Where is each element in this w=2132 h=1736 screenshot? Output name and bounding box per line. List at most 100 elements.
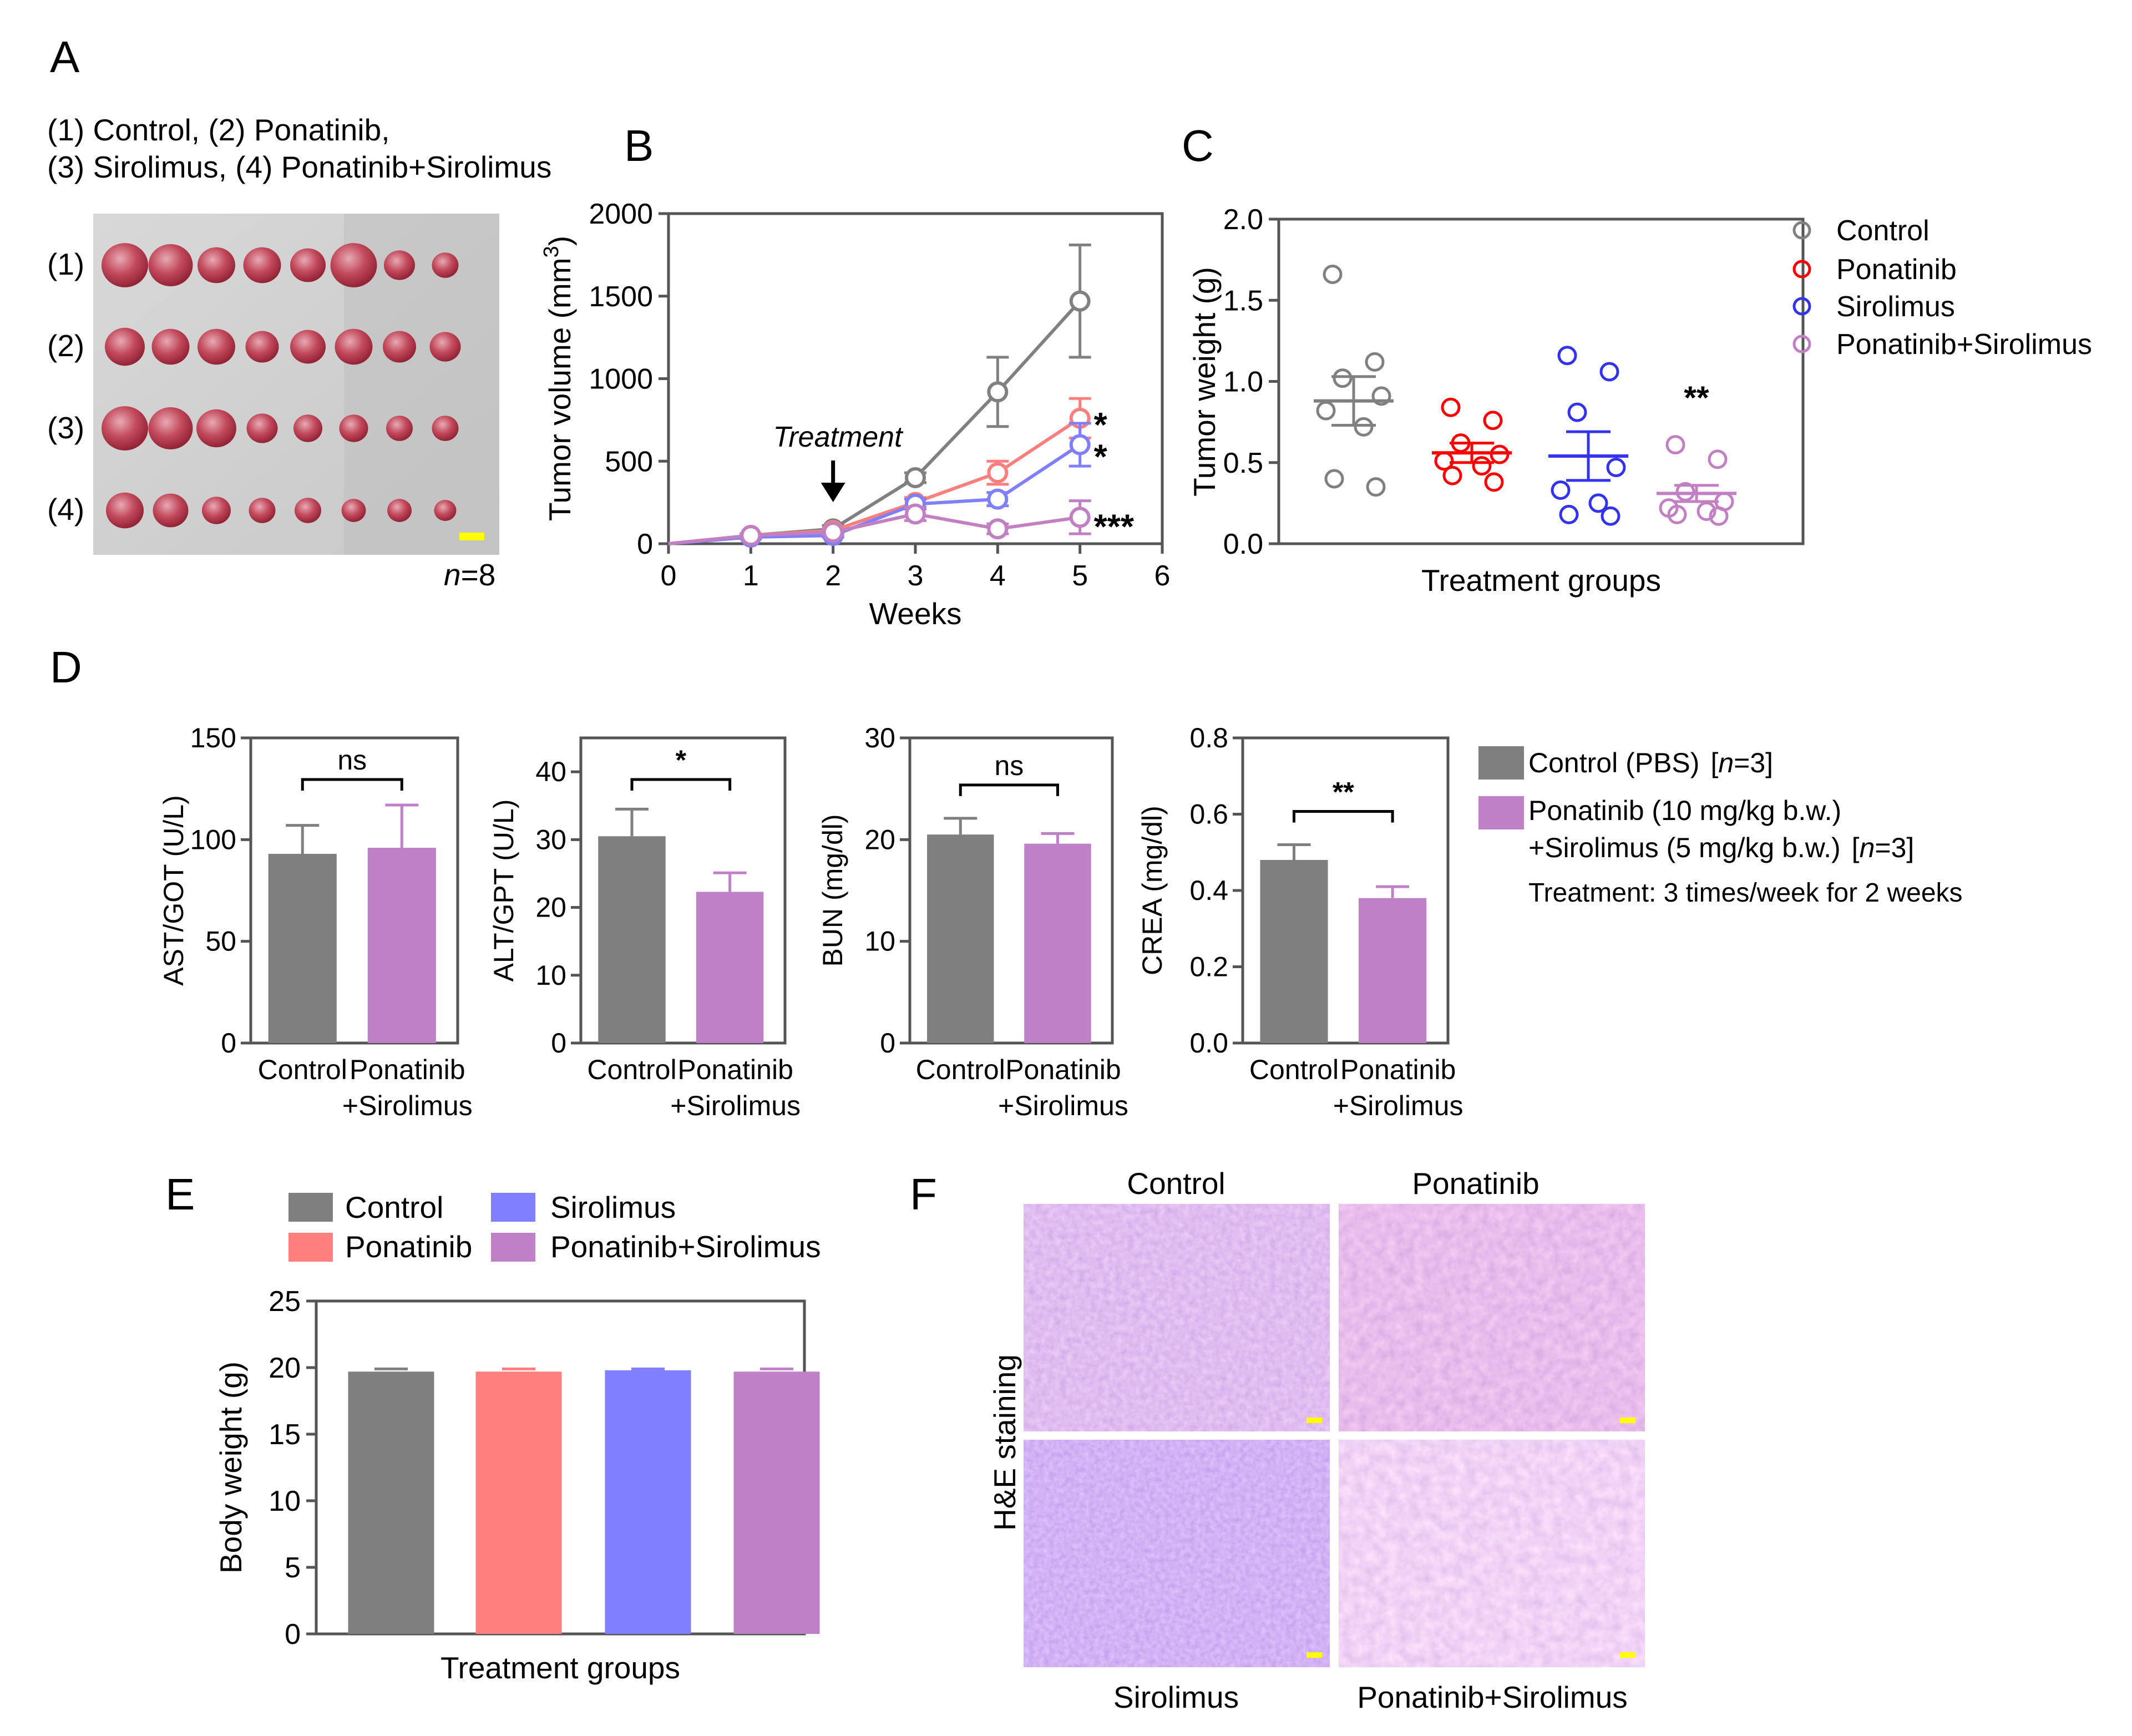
scatter-point <box>1557 346 1577 366</box>
scatter-point <box>1709 506 1729 526</box>
x-tick-label: 5 <box>1072 560 1088 592</box>
y-tick-label: 500 <box>605 446 653 478</box>
scatter-point <box>1354 417 1374 437</box>
scatter-point <box>1665 435 1685 455</box>
y-tick-label: 1.0 <box>1223 366 1263 398</box>
legend-label-ponatinib: Ponatinib <box>1836 254 1957 286</box>
tumor-sample <box>335 328 373 365</box>
y-axis-label: Body weight (g) <box>214 1362 248 1573</box>
scale-bar <box>1306 1652 1322 1658</box>
y-tick-label: 20 <box>864 824 895 855</box>
tumor-sample <box>106 492 144 529</box>
legend-swatch-combo <box>1478 796 1524 829</box>
data-point <box>740 525 762 546</box>
y-tick-label: 0.0 <box>1189 1028 1228 1059</box>
y-tick-label: 0 <box>285 1618 301 1651</box>
tumor-sample <box>429 332 461 362</box>
y-tick-label: 15 <box>269 1419 301 1451</box>
bar-chart-d3: 0 10 20 30 BUN (mg/dl) ns Control Ponatinib +Sir… <box>817 722 1128 1121</box>
panel-c: C 0.0 0.5 1.0 1.5 2.0 Tumor weight (g) Treat… <box>1182 121 2092 598</box>
bar <box>475 1371 562 1634</box>
tumor-sample <box>153 493 189 528</box>
legend-label-control: Control (PBS) [n=3] <box>1528 747 1773 778</box>
scatter-point <box>1472 456 1492 476</box>
tumor-sample <box>290 248 326 282</box>
tumor-sample <box>151 328 190 365</box>
scatter-point <box>1697 502 1716 521</box>
legend-label-sirolimus: Sirolimus <box>1836 291 1955 323</box>
tumor-sample <box>290 330 326 364</box>
y-tick-label: 150 <box>190 722 236 753</box>
bar <box>268 854 337 1043</box>
row-label: (1) <box>47 247 84 281</box>
scatter-point <box>1551 480 1571 500</box>
y-tick-label: 5 <box>285 1552 301 1584</box>
panel-e: E Control Sirolimus Ponatinib Ponatinib+… <box>165 1170 821 1685</box>
row-label: (2) <box>47 328 84 363</box>
data-point <box>822 522 844 543</box>
tumor-sample <box>434 500 457 521</box>
tumor-sample <box>246 413 278 443</box>
tumor-sample <box>105 327 145 366</box>
legend-marker-sirolimus <box>1792 297 1811 316</box>
scale-bar <box>1620 1418 1635 1423</box>
tumor-sample <box>387 499 412 522</box>
bar-chart-d2: 0 10 20 30 40 ALT/GPT (U/L) * Control Ponatinib +… <box>488 736 801 1121</box>
y-tick-label: 0.6 <box>1189 799 1228 830</box>
bar <box>1260 860 1328 1043</box>
legend-marker-control <box>1792 221 1811 240</box>
tumor-sample <box>102 243 148 287</box>
tumor-sample <box>249 498 276 523</box>
legend-label-combo-line1: Ponatinib (10 mg/kg b.w.) <box>1528 795 1841 826</box>
x-tick-label: 3 <box>908 560 924 592</box>
scatter-point <box>1371 386 1391 406</box>
scale-bar <box>1620 1652 1635 1658</box>
significance-bracket <box>301 778 403 791</box>
y-tick-label: 0.5 <box>1223 447 1263 479</box>
bar <box>605 1370 691 1634</box>
significance-mark: * <box>676 745 687 776</box>
scatter-point <box>1708 449 1728 469</box>
y-tick-label: 0.4 <box>1189 875 1228 906</box>
y-tick-label: 0 <box>551 1028 566 1059</box>
tumor-sample <box>386 416 413 441</box>
row-label: (4) <box>47 492 84 527</box>
tumor-sample <box>341 499 366 522</box>
scatter-points: ** <box>1314 264 1736 526</box>
significance-bracket <box>1293 810 1394 823</box>
significance-mark: ns <box>994 750 1024 781</box>
y-axis-label: Tumor volume (mm3) <box>540 236 577 521</box>
scatter-point <box>1483 411 1503 431</box>
y-tick-label: 0.0 <box>1223 528 1263 560</box>
category-label: Ponatinib <box>1340 1054 1456 1085</box>
tumor-sample <box>243 247 281 284</box>
significance-mark: * <box>1094 438 1108 477</box>
y-tick-label: 10 <box>864 926 895 957</box>
y-tick-label: 1500 <box>589 281 653 313</box>
bar <box>367 848 436 1043</box>
legend-label-combo-line2: +Sirolimus (5 mg/kg b.w.) [n=3] <box>1528 832 1914 863</box>
bar <box>1359 898 1427 1043</box>
y-tick-label: 0 <box>880 1028 895 1059</box>
plot-frame <box>579 736 787 1045</box>
data-point <box>1069 507 1091 528</box>
y-tick-label: 0 <box>221 1028 236 1059</box>
y-tick-label: 20 <box>535 892 566 923</box>
legend-swatch-control <box>1478 746 1524 780</box>
significance-mark: ** <box>1333 777 1354 808</box>
data-point <box>1069 290 1091 312</box>
he-image-control <box>1024 1204 1330 1431</box>
scatter-point <box>1588 493 1608 513</box>
legend-label-combo: Ponatinib+Sirolimus <box>1836 328 2092 361</box>
he-label-combo: Ponatinib+Sirolimus <box>1357 1680 1628 1714</box>
panel-a: A (1) Control, (2) Ponatinib, (3) Siroli… <box>47 32 551 592</box>
y-tick-label: 25 <box>269 1285 301 1318</box>
data-point <box>905 503 926 525</box>
bar <box>927 834 994 1043</box>
significance-bracket <box>959 783 1059 796</box>
scatter-point <box>1333 368 1353 388</box>
series-line <box>668 512 1081 545</box>
scatter-point <box>1323 264 1343 284</box>
